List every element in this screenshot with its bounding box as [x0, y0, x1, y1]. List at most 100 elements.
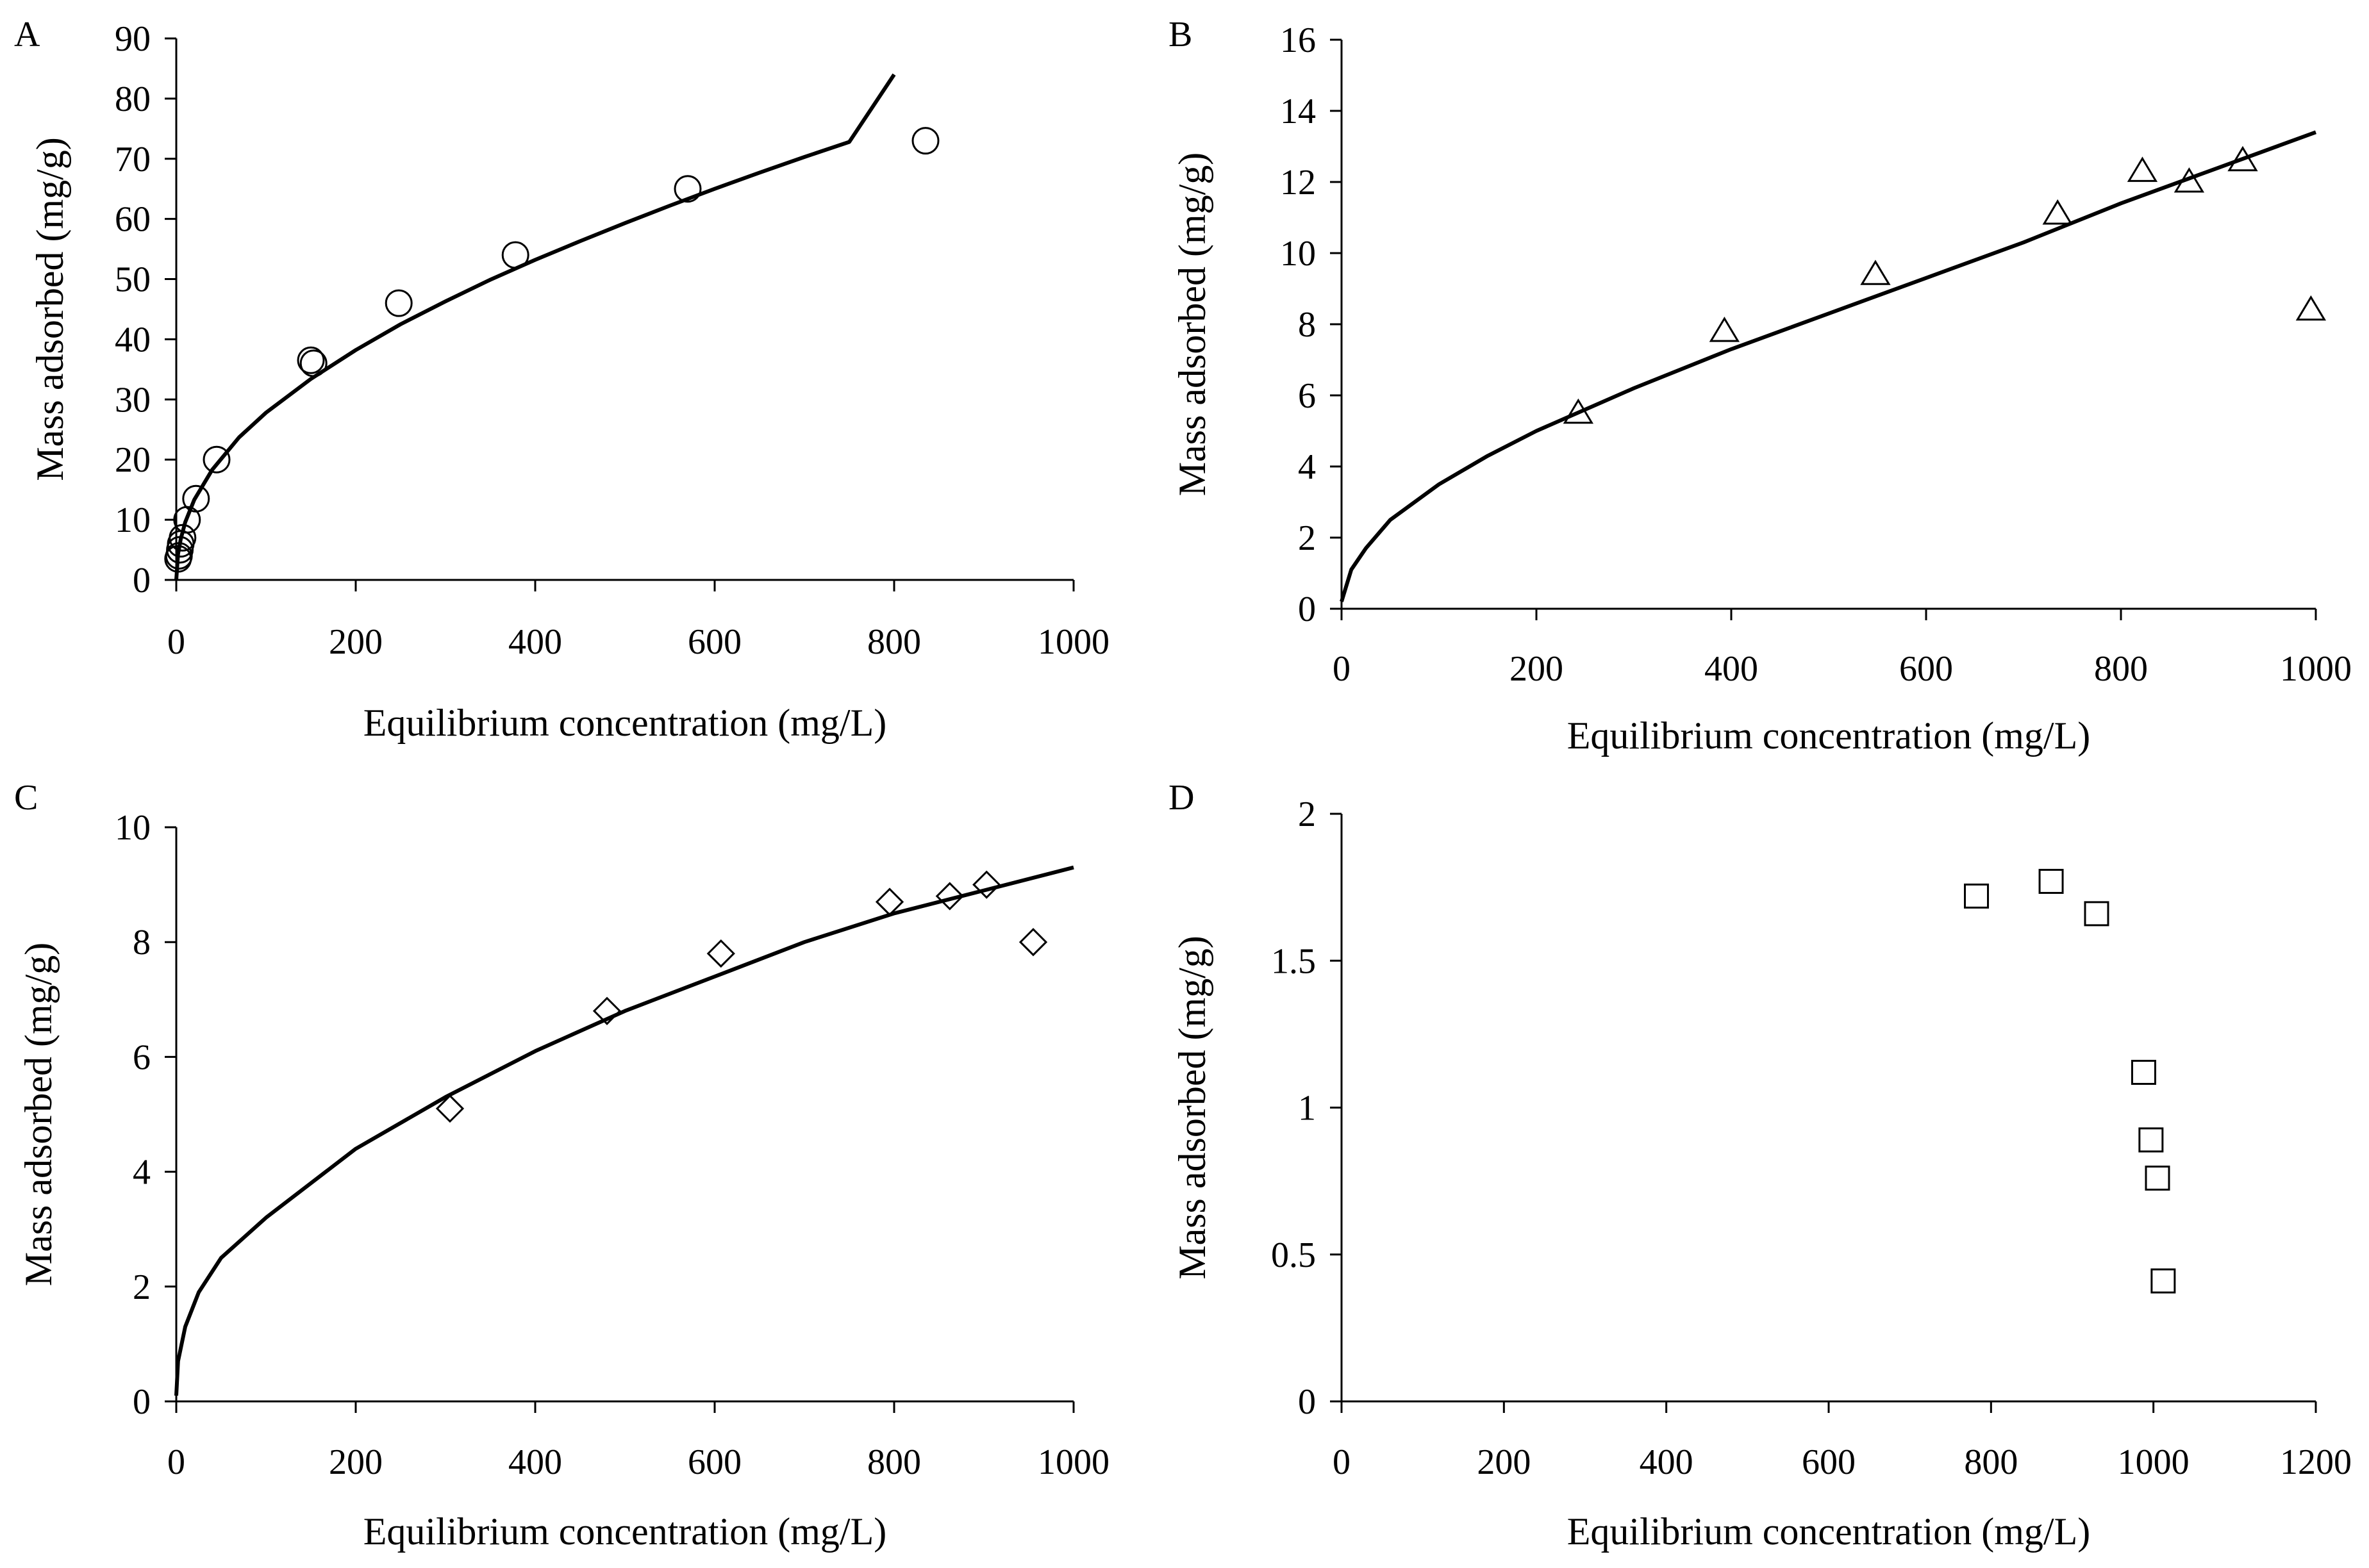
y-tick-label: 10 [115, 808, 151, 848]
y-tick-label: 8 [1298, 305, 1316, 345]
y-tick-label: 14 [1280, 92, 1316, 131]
x-tick-label: 400 [1704, 649, 1758, 689]
y-tick-label: 0 [1298, 1382, 1316, 1422]
data-point [1563, 398, 1594, 424]
x-tick-label: 200 [329, 622, 383, 662]
y-tick-label: 16 [1280, 21, 1316, 60]
panel-a-letter: A [14, 15, 40, 54]
x-tick-label: 400 [508, 1442, 562, 1482]
y-tick-label: 0 [133, 561, 151, 600]
y-tick-label: 30 [115, 380, 151, 420]
data-point [2174, 167, 2205, 193]
data-point [2145, 1166, 2170, 1191]
x-tick-label: 0 [1333, 1442, 1351, 1482]
x-axis-title: Equilibrium concentration (mg/L) [363, 702, 886, 744]
y-tick-label: 0.5 [1271, 1235, 1316, 1275]
x-axis-title: Equilibrium concentration (mg/L) [1567, 1510, 2090, 1553]
y-tick-label: 60 [115, 200, 151, 240]
data-point [592, 996, 622, 1025]
data-point [674, 175, 702, 203]
x-tick-label: 600 [688, 622, 742, 662]
panel-c: C 0 2 4 6 8 10 0 200 400 600 800 1000 Equilibrium co… [14, 778, 1110, 1553]
data-point [435, 1094, 465, 1123]
x-tick-label: 600 [1899, 649, 1953, 689]
fit-curve [174, 865, 1074, 1396]
data-point [1709, 317, 1740, 342]
y-tick-label: 50 [115, 260, 151, 300]
data-point [2131, 1059, 2156, 1085]
y-tick-label: 0 [133, 1382, 151, 1422]
x-tick-label: 200 [1477, 1442, 1531, 1482]
data-point [2038, 868, 2064, 894]
y-tick-label: 4 [133, 1153, 151, 1193]
data-point [2138, 1127, 2164, 1153]
data-point [911, 127, 940, 155]
data-point [972, 870, 1001, 899]
data-point [182, 484, 210, 513]
x-tick-label: 1000 [2280, 649, 2352, 689]
panel-c-letter: C [14, 778, 38, 818]
x-tick-label: 0 [1333, 649, 1351, 689]
data-point [2227, 145, 2258, 172]
y-tick-label: 20 [115, 440, 151, 480]
x-tick-label: 0 [167, 1442, 185, 1482]
x-tick-label: 400 [1640, 1442, 1693, 1482]
data-point [2127, 156, 2158, 182]
x-tick-label: 600 [688, 1442, 742, 1482]
data-point [2150, 1268, 2176, 1294]
y-tick-label: 90 [115, 19, 151, 59]
x-tick-label: 0 [167, 622, 185, 662]
y-tick-label: 4 [1298, 447, 1316, 487]
panel-d: D 0 0.5 1 1.5 2 0 200 400 600 800 1000 1200 Equilibr… [1168, 778, 2352, 1553]
panel-b-letter: B [1168, 15, 1192, 54]
data-point [1018, 928, 1048, 957]
y-tick-label: 2 [1298, 518, 1316, 558]
y-tick-label: 10 [115, 500, 151, 540]
x-tick-label: 200 [329, 1442, 383, 1482]
x-tick-label: 600 [1802, 1442, 1856, 1482]
data-point [935, 882, 964, 911]
x-tick-label: 400 [508, 622, 562, 662]
y-axis-title: Mass adsorbed (mg/g) [29, 137, 71, 481]
data-point [297, 346, 325, 374]
y-tick-label: 8 [133, 923, 151, 962]
data-point [203, 445, 231, 474]
data-point [2042, 199, 2073, 225]
y-tick-label: 1 [1298, 1089, 1316, 1128]
y-tick-label: 10 [1280, 234, 1316, 274]
data-point [2295, 295, 2327, 321]
x-tick-label: 800 [1964, 1442, 2018, 1482]
data-point [706, 939, 735, 968]
x-tick-label: 1200 [2280, 1442, 2352, 1482]
y-tick-label: 70 [115, 140, 151, 179]
data-point [169, 524, 197, 552]
fit-curve [174, 73, 896, 581]
y-tick-label: 80 [115, 79, 151, 119]
x-tick-label: 800 [867, 622, 921, 662]
y-tick-label: 1.5 [1271, 941, 1316, 981]
fit-curve [1340, 130, 2317, 602]
data-point [299, 349, 328, 377]
y-tick-label: 2 [133, 1267, 151, 1307]
x-tick-label: 200 [1509, 649, 1563, 689]
data-point [1860, 260, 1891, 285]
x-axis-title: Equilibrium concentration (mg/L) [1567, 714, 2090, 757]
x-tick-label: 1000 [1038, 622, 1110, 662]
y-axis-title: Mass adsorbed (mg/g) [1171, 936, 1213, 1280]
data-point [875, 887, 904, 916]
panel-b: B 0 2 4 6 8 10 12 14 16 0 200 400 600 800 1000 Equilibr… [1168, 15, 2352, 757]
y-tick-label: 12 [1280, 163, 1316, 202]
y-tick-label: 6 [133, 1037, 151, 1077]
panel-a: A 0 10 20 30 40 50 60 70 80 90 0 200 400 600 800 1000 Eq… [14, 15, 1110, 744]
x-tick-label: 800 [867, 1442, 921, 1482]
x-tick-label: 1000 [2118, 1442, 2190, 1482]
data-point [2084, 901, 2109, 927]
y-tick-label: 0 [1298, 590, 1316, 629]
y-tick-label: 6 [1298, 376, 1316, 416]
x-axis-title: Equilibrium concentration (mg/L) [363, 1510, 886, 1553]
data-point [385, 289, 413, 317]
y-axis-title: Mass adsorbed (mg/g) [17, 943, 60, 1287]
x-tick-label: 1000 [1038, 1442, 1110, 1482]
x-tick-label: 800 [2094, 649, 2148, 689]
